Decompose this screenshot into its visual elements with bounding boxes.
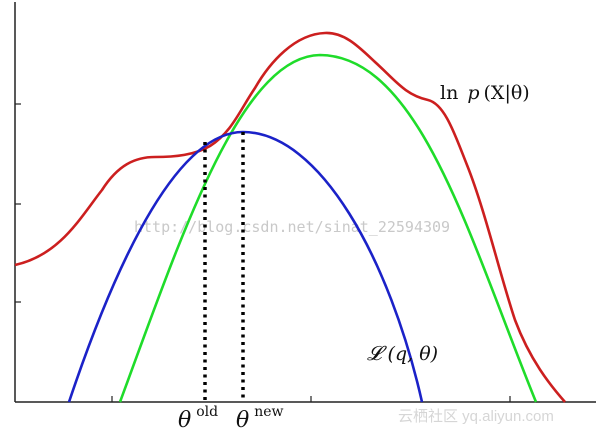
theta-new-label: θ new xyxy=(236,404,284,433)
lower-bound-label: 𝓛 (q, θ) xyxy=(367,341,438,365)
theta-old-label: θ old xyxy=(178,404,218,433)
watermark-url: http://blog.csdn.net/sinat_22594309 xyxy=(134,218,450,236)
log-likelihood-curve xyxy=(14,31,566,403)
log-likelihood-label: ln p (X|θ) xyxy=(440,82,530,104)
brand-watermark: 云栖社区 yq.aliyun.com xyxy=(398,408,554,425)
lower-bound-new-curve xyxy=(118,53,538,403)
